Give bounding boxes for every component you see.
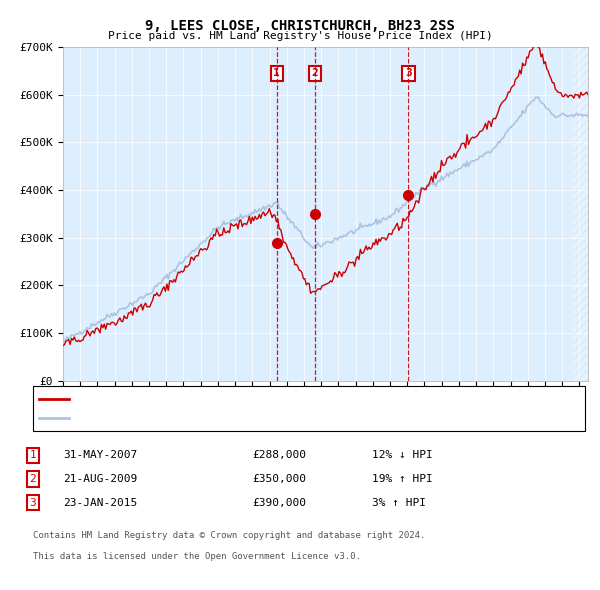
Text: 9, LEES CLOSE, CHRISTCHURCH, BH23 2SS: 9, LEES CLOSE, CHRISTCHURCH, BH23 2SS	[145, 19, 455, 33]
Text: 3: 3	[405, 68, 412, 78]
Text: 31-MAY-2007: 31-MAY-2007	[63, 451, 137, 460]
Text: £350,000: £350,000	[252, 474, 306, 484]
Text: 19% ↑ HPI: 19% ↑ HPI	[372, 474, 433, 484]
Text: 21-AUG-2009: 21-AUG-2009	[63, 474, 137, 484]
Text: 3: 3	[29, 498, 37, 507]
Text: HPI: Average price, detached house, Bournemouth Christchurch and Poole: HPI: Average price, detached house, Bour…	[78, 414, 489, 423]
Text: 23-JAN-2015: 23-JAN-2015	[63, 498, 137, 507]
Text: Price paid vs. HM Land Registry's House Price Index (HPI): Price paid vs. HM Land Registry's House …	[107, 31, 493, 41]
Text: 12% ↓ HPI: 12% ↓ HPI	[372, 451, 433, 460]
Text: 1: 1	[29, 451, 37, 460]
Text: Contains HM Land Registry data © Crown copyright and database right 2024.: Contains HM Land Registry data © Crown c…	[33, 531, 425, 540]
Text: 9, LEES CLOSE, CHRISTCHURCH, BH23 2SS (detached house): 9, LEES CLOSE, CHRISTCHURCH, BH23 2SS (d…	[78, 394, 395, 404]
Text: 2: 2	[311, 68, 319, 78]
Text: 2: 2	[29, 474, 37, 484]
Text: £288,000: £288,000	[252, 451, 306, 460]
Text: £390,000: £390,000	[252, 498, 306, 507]
Text: This data is licensed under the Open Government Licence v3.0.: This data is licensed under the Open Gov…	[33, 552, 361, 560]
Text: 3% ↑ HPI: 3% ↑ HPI	[372, 498, 426, 507]
Text: 1: 1	[273, 68, 280, 78]
